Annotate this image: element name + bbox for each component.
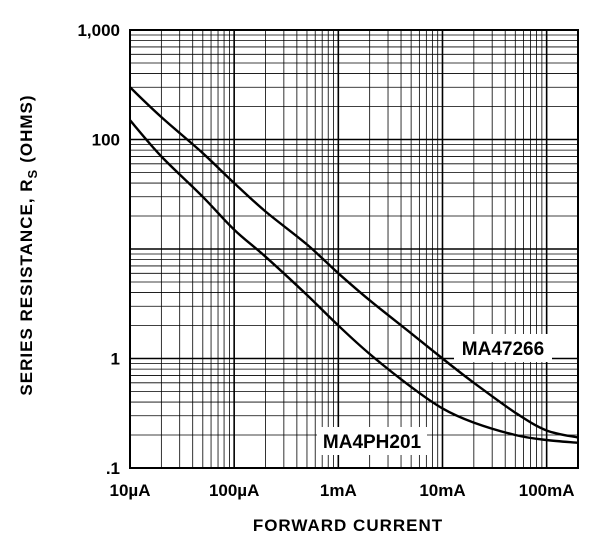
x-tick-label: 10µA: [110, 481, 151, 500]
x-tick-label: 100mA: [519, 481, 575, 500]
series-line-ma47266: [129, 86, 579, 439]
series-label-bg-ma47266: [454, 334, 552, 362]
plot-frame: [129, 29, 579, 469]
y-axis-title-unit: (OHMS): [17, 94, 36, 162]
series-label-ma47266: MA47266: [462, 339, 544, 360]
series-label-ma4ph201: MA4PH201: [323, 432, 422, 453]
series-line-ma4ph201: [129, 119, 579, 444]
series-layer: [129, 86, 579, 444]
y-tick-label: 1: [111, 350, 120, 369]
series-label-layer: MA47266 MA4PH201: [317, 334, 552, 455]
x-tick-label: 10mA: [419, 481, 465, 500]
y-tick-label: 100: [92, 131, 120, 150]
y-axis-title-main: SERIES RESISTANCE, R: [17, 178, 36, 395]
series-label-bg-ma4ph201: [317, 427, 427, 455]
y-axis-title-subscript: S: [25, 169, 40, 179]
x-tick-label: 100µA: [209, 481, 259, 500]
x-tick-labels: 10µA 100µA 1mA 10mA 100mA: [110, 481, 575, 500]
y-axis-title: SERIES RESISTANCE, RS (OHMS): [17, 94, 40, 395]
y-tick-label: 1,000: [77, 21, 120, 40]
y-tick-label: .1: [106, 459, 120, 478]
x-axis-title: FORWARD CURRENT: [253, 516, 443, 535]
x-tick-label: 1mA: [320, 481, 357, 500]
y-tick-labels: .1 1 100 1,000: [77, 21, 120, 478]
